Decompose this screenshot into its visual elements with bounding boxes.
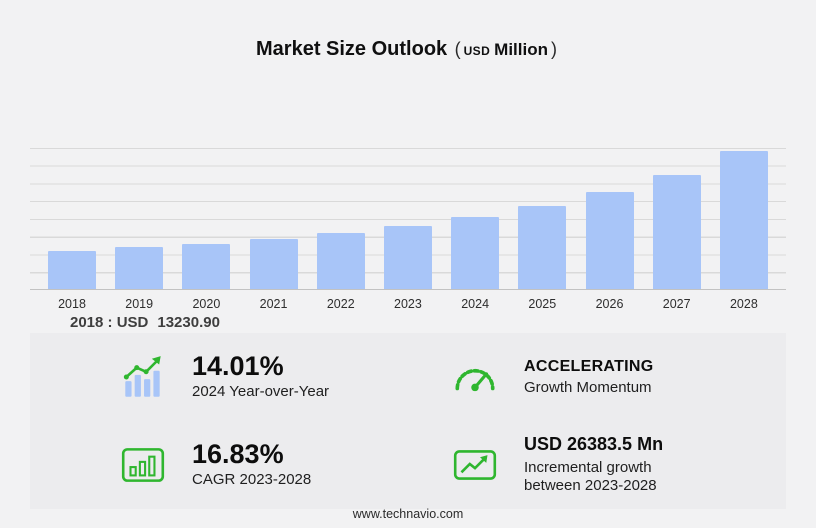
x-axis-label-2024: 2024 bbox=[461, 297, 490, 311]
x-axis-label-2026: 2026 bbox=[595, 297, 624, 311]
footer-link[interactable]: www.technavio.com bbox=[352, 507, 464, 521]
speedometer-icon bbox=[450, 352, 500, 402]
bar-2026 bbox=[585, 192, 634, 289]
bar-2028 bbox=[719, 150, 768, 289]
stats-panel: 14.01% 2024 Year-over-Year ACCELERATING … bbox=[30, 333, 786, 509]
stat-yoy-text: 14.01% 2024 Year-over-Year bbox=[192, 352, 329, 402]
page-title: Market Size Outlook (USD Million) bbox=[0, 38, 816, 61]
bar-2024 bbox=[451, 216, 500, 289]
bar-2019 bbox=[115, 246, 164, 289]
x-axis-labels: 2018 2019 2020 2021 2022 2023 2024 2025 2026 2027… bbox=[30, 297, 786, 311]
stat-incremental-value: USD 26383.5 Mn bbox=[524, 433, 664, 454]
stat-yoy-caption: 2024 Year-over-Year bbox=[192, 383, 330, 401]
bar-2023 bbox=[383, 225, 432, 289]
stat-momentum-value: ACCELERATING bbox=[524, 357, 654, 375]
title-currency: USD bbox=[463, 44, 491, 58]
bar-2025 bbox=[518, 206, 567, 289]
stat-incremental-text: USD 26383.5 Mn Incremental growth betwee… bbox=[524, 434, 692, 496]
growth-bars-trend-icon bbox=[118, 352, 168, 402]
title-paren-open: ( bbox=[454, 39, 461, 59]
title-paren-close: ) bbox=[550, 39, 557, 59]
title-main: Market Size Outlook bbox=[256, 38, 448, 60]
x-axis-label-2027: 2027 bbox=[662, 297, 691, 311]
x-axis-label-2019: 2019 bbox=[125, 297, 154, 311]
stat-cagr-text: 16.83% CAGR 2023-2028 bbox=[192, 440, 311, 490]
bar-chart-plot bbox=[30, 148, 786, 289]
growth-arrow-window-icon bbox=[450, 440, 500, 490]
bar-2022 bbox=[316, 232, 365, 289]
stat-momentum-caption: Growth Momentum bbox=[524, 378, 652, 396]
x-axis-label-2023: 2023 bbox=[394, 297, 422, 311]
stat-momentum-text: ACCELERATING Growth Momentum bbox=[524, 357, 654, 398]
bar-2021 bbox=[249, 238, 298, 289]
bar-2020 bbox=[182, 243, 231, 289]
base-year-value: 13230.90 bbox=[157, 314, 220, 331]
x-axis-label-2025: 2025 bbox=[528, 297, 557, 311]
stat-momentum: ACCELERATING Growth Momentum bbox=[408, 333, 786, 421]
stat-yoy: 14.01% 2024 Year-over-Year bbox=[30, 333, 408, 421]
title-unit: Million bbox=[494, 40, 548, 59]
stat-yoy-value: 14.01% bbox=[192, 350, 284, 381]
stat-cagr-caption: CAGR 2023-2028 bbox=[192, 471, 312, 489]
bar-chart-window-icon bbox=[118, 440, 168, 490]
bar-2018 bbox=[48, 251, 96, 289]
x-axis-label-2018: 2018 bbox=[58, 297, 86, 311]
footer: www.technavio.com bbox=[0, 505, 816, 523]
x-axis-label-2020: 2020 bbox=[192, 297, 221, 311]
x-axis-label-2021: 2021 bbox=[259, 297, 288, 311]
stat-incremental: USD 26383.5 Mn Incremental growth betwee… bbox=[408, 421, 786, 509]
bar-2027 bbox=[652, 174, 701, 289]
x-axis-label-2028: 2028 bbox=[729, 297, 758, 311]
base-year-annotation: 2018 : USD 13230.90 bbox=[70, 314, 220, 331]
base-year-label: 2018 : USD bbox=[70, 314, 149, 331]
stat-cagr-value: 16.83% bbox=[192, 438, 284, 469]
stat-cagr: 16.83% CAGR 2023-2028 bbox=[30, 421, 408, 509]
stat-incremental-caption: Incremental growth between 2023-2028 bbox=[524, 458, 657, 495]
bar-chart bbox=[30, 148, 786, 290]
x-axis-label-2022: 2022 bbox=[326, 297, 355, 311]
